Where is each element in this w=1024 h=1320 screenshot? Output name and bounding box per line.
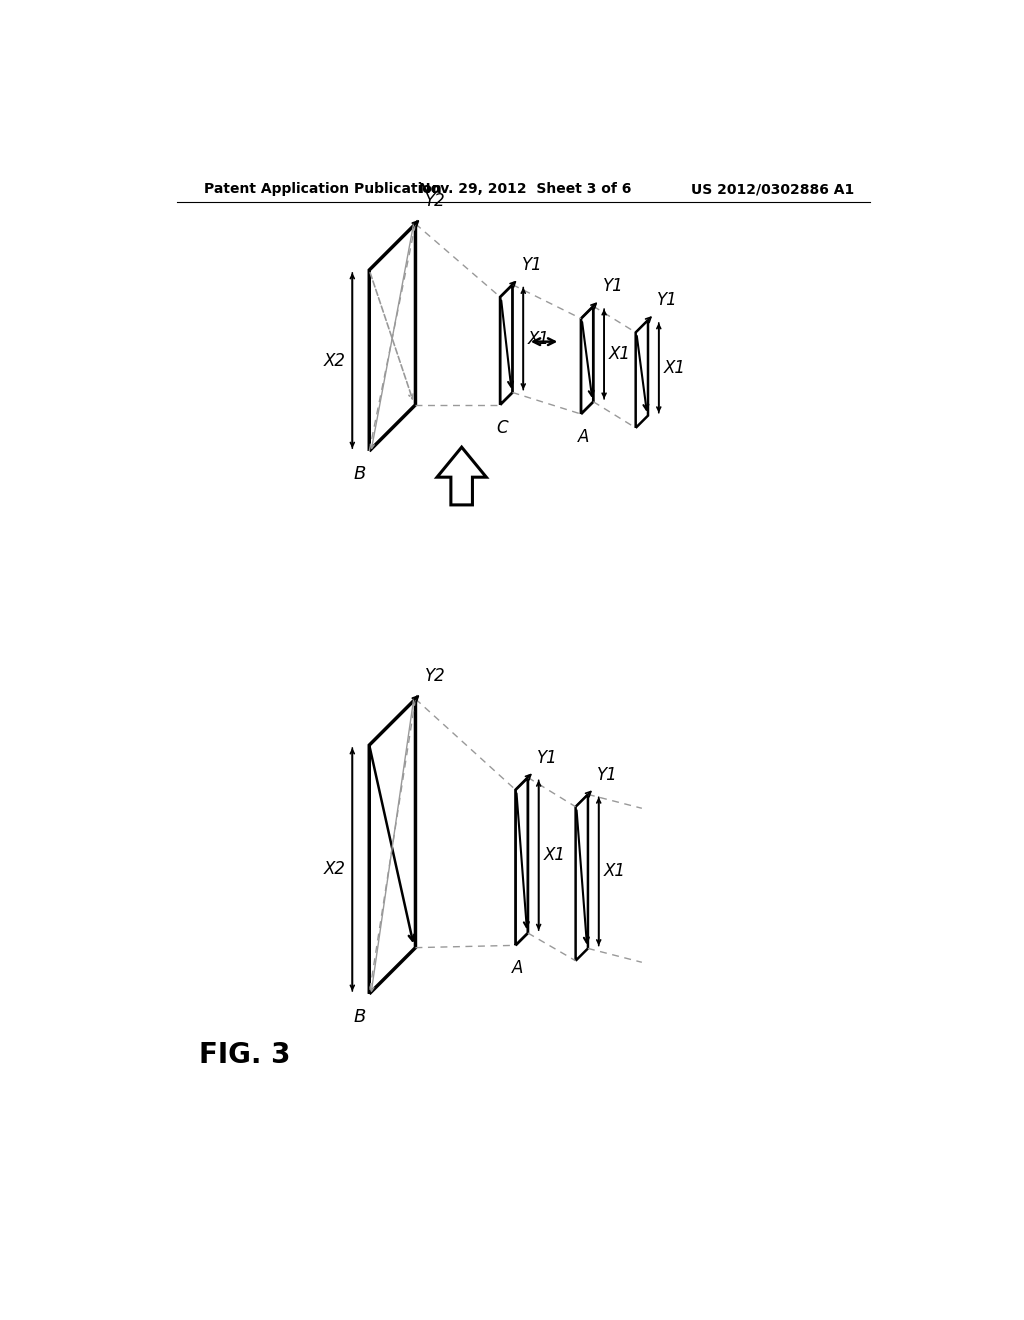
Text: X1: X1 [544, 846, 565, 865]
Text: FIG. 3: FIG. 3 [199, 1041, 290, 1069]
Text: X1: X1 [608, 345, 631, 363]
Text: X2: X2 [325, 861, 346, 879]
Text: Patent Application Publication: Patent Application Publication [204, 182, 441, 197]
Text: US 2012/0302886 A1: US 2012/0302886 A1 [691, 182, 854, 197]
Text: X1: X1 [664, 359, 685, 376]
Text: Nov. 29, 2012  Sheet 3 of 6: Nov. 29, 2012 Sheet 3 of 6 [419, 182, 631, 197]
Polygon shape [437, 447, 486, 506]
Text: Y1: Y1 [521, 256, 543, 275]
Text: Y1: Y1 [597, 766, 617, 784]
Text: X1: X1 [603, 862, 626, 880]
Text: Y2: Y2 [425, 191, 445, 210]
Text: A: A [578, 428, 589, 446]
Text: Y2: Y2 [425, 667, 445, 685]
Text: B: B [353, 1007, 366, 1026]
Text: C: C [496, 418, 508, 437]
Text: X2: X2 [325, 351, 346, 370]
Text: A: A [512, 960, 523, 977]
Text: Y1: Y1 [657, 292, 678, 309]
Text: B: B [353, 465, 366, 483]
Text: Y1: Y1 [538, 748, 558, 767]
Text: X1: X1 [528, 330, 550, 347]
Text: Y1: Y1 [602, 277, 624, 296]
